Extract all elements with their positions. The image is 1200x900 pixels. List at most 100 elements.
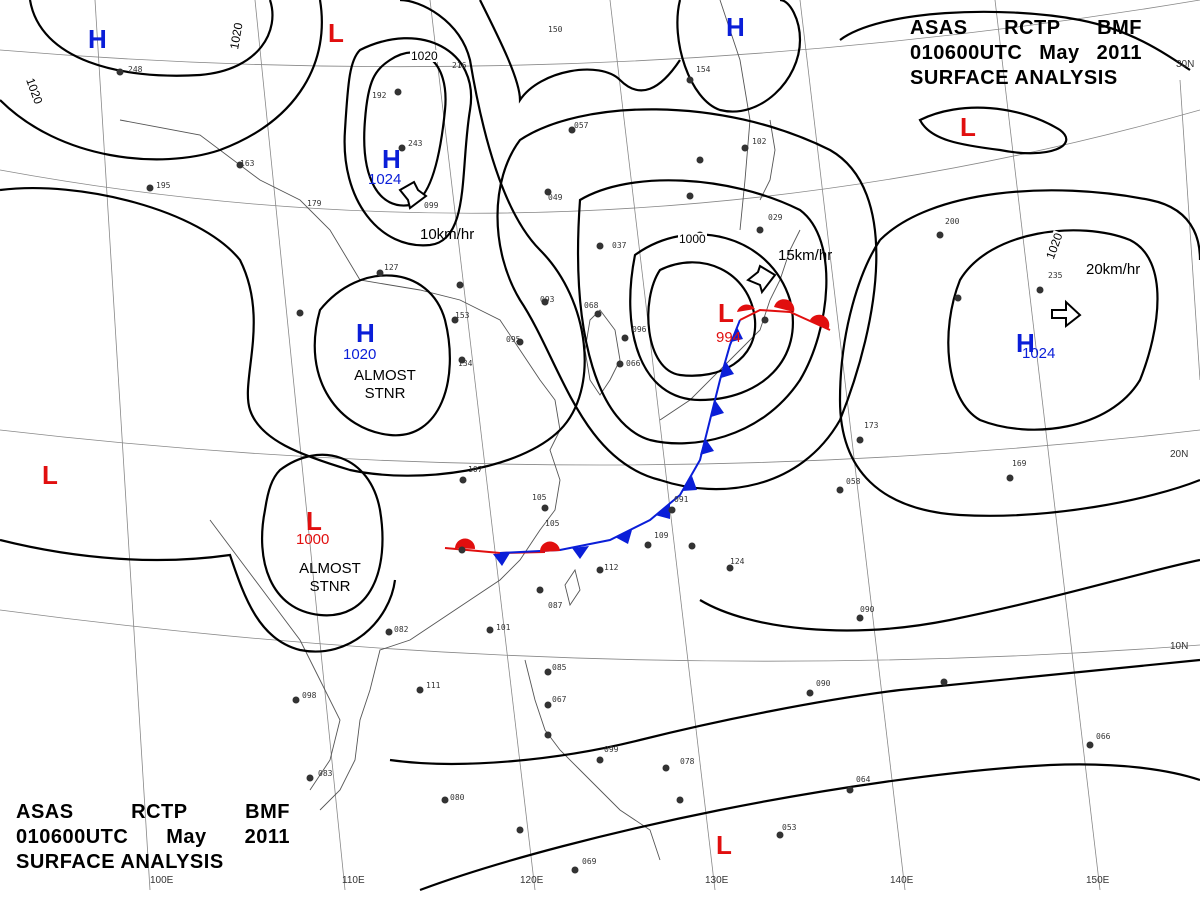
station-marker — [856, 614, 864, 622]
station-marker — [594, 310, 602, 318]
station-marker — [306, 774, 314, 782]
title-agency: ASAS — [910, 17, 968, 39]
station-marker — [846, 786, 854, 794]
stnr-label: STNR — [364, 385, 406, 402]
station-pressure: 053 — [782, 823, 797, 832]
station-marker — [696, 156, 704, 164]
station-pressure: 163 — [240, 159, 255, 168]
station-marker — [116, 68, 124, 76]
station-marker — [940, 678, 948, 686]
station-marker — [954, 294, 962, 302]
station-pressure: 243 — [408, 139, 423, 148]
station-marker — [544, 731, 552, 739]
station-pressure: 049 — [548, 193, 563, 202]
station-marker — [394, 88, 402, 96]
isobar-japan-low-outer — [576, 179, 828, 445]
motion-arrow-pacific-high — [1051, 299, 1082, 329]
title-station: RCTP — [1004, 17, 1061, 39]
station-marker — [398, 144, 406, 152]
warm-front-east-line — [739, 308, 831, 331]
station-marker — [1006, 474, 1014, 482]
station-pressure: 200 — [945, 217, 960, 226]
title-block-top-right: ASAS RCTP BMF 010600UTC May 2011 SURFACE… — [910, 16, 1142, 91]
station-pressure: 248 — [128, 65, 143, 74]
title-year: 2011 — [1096, 42, 1142, 64]
cold-front-marker — [721, 362, 734, 378]
latitude-line-10n — [0, 609, 1200, 662]
station-pressure: 078 — [680, 757, 695, 766]
title-time: 010600UTC — [16, 826, 129, 848]
cold-front-marker — [682, 476, 697, 491]
almost-stationary-label-southwest: ALMOST STNR — [290, 560, 370, 596]
isobar-value-label: 1000 — [678, 232, 707, 246]
station-marker — [544, 188, 552, 196]
isobar-central-pacific — [699, 558, 1200, 632]
cold-front-marker — [615, 530, 632, 544]
high-center-nw: H — [88, 24, 107, 54]
station-pressure: 082 — [394, 625, 409, 634]
station-pressure: 029 — [768, 213, 783, 222]
cold-front-marker — [493, 553, 510, 566]
title-analysis: SURFACE ANALYSIS — [16, 851, 224, 873]
coastline-taiwan — [564, 568, 581, 607]
almost-stationary-label-china: ALMOST STNR — [345, 367, 425, 403]
longitude-line-150e — [994, 0, 1101, 891]
station-pressure: 090 — [860, 605, 875, 614]
station-pressure: 127 — [384, 263, 399, 272]
station-glyphs — [116, 68, 1094, 874]
station-marker — [544, 668, 552, 676]
isobar-south-2 — [419, 763, 1200, 892]
station-pressure: 173 — [864, 421, 879, 430]
longitude-line-100e — [94, 0, 151, 891]
warm-front-marker — [774, 299, 795, 312]
station-marker — [596, 756, 604, 764]
station-pressure: 179 — [307, 199, 322, 208]
isobar-pacific-high-outer — [838, 189, 1200, 517]
station-marker — [456, 281, 464, 289]
longitude-label: 110E — [342, 875, 365, 886]
title-row-1: ASAS RCTP BMF — [910, 16, 1142, 41]
station-marker — [836, 486, 844, 494]
title-row-2: 010600UTC May 2011 — [16, 825, 290, 850]
cold-front-marker — [731, 327, 743, 342]
title-analysis: SURFACE ANALYSIS — [910, 67, 1118, 89]
station-pressure: 064 — [856, 775, 871, 784]
station-marker — [385, 628, 393, 636]
station-marker — [676, 796, 684, 804]
station-marker — [936, 231, 944, 239]
station-pressure: 067 — [552, 695, 567, 704]
almost-label: ALMOST — [354, 367, 416, 384]
longitude-line-130e — [609, 0, 716, 891]
station-pressure: 124 — [730, 557, 745, 566]
station-pressure: 066 — [626, 359, 641, 368]
high-value-china: 1020 — [343, 346, 377, 363]
station-pressure: 134 — [458, 359, 473, 368]
longitude-label: 100E — [150, 875, 174, 886]
cold-front-marker — [655, 504, 670, 519]
motion-speed-pacific-high: 20km/hr — [1086, 261, 1141, 278]
station-marker — [776, 831, 784, 839]
warm-front-marker — [810, 314, 830, 330]
station-pressure: 096 — [632, 325, 647, 334]
isobar-japan-low-outermost — [496, 108, 878, 491]
isobar-okhotsk — [676, 0, 802, 113]
coastline-korea — [584, 309, 621, 396]
station-marker — [644, 541, 652, 549]
latitude-line-40n — [0, 0, 1200, 68]
isobar-sw-low — [261, 453, 384, 617]
station-marker — [416, 686, 424, 694]
coastlines — [119, 0, 801, 861]
latitude-label: 20N — [1170, 449, 1189, 460]
station-pressure: 111 — [426, 681, 441, 690]
station-pressure: 058 — [846, 477, 861, 486]
title-block-bottom-left: ASAS RCTP BMF 010600UTC May 2011 SURFACE… — [16, 800, 290, 875]
longitude-label: 150E — [1086, 875, 1110, 886]
isobar-nw-high — [28, 0, 274, 77]
cold-front-marker — [572, 546, 589, 559]
isobar-ne-low — [918, 106, 1068, 155]
longitude-line-110e — [254, 0, 346, 891]
station-pressure: 192 — [372, 91, 387, 100]
coastline-philippines — [524, 659, 661, 861]
